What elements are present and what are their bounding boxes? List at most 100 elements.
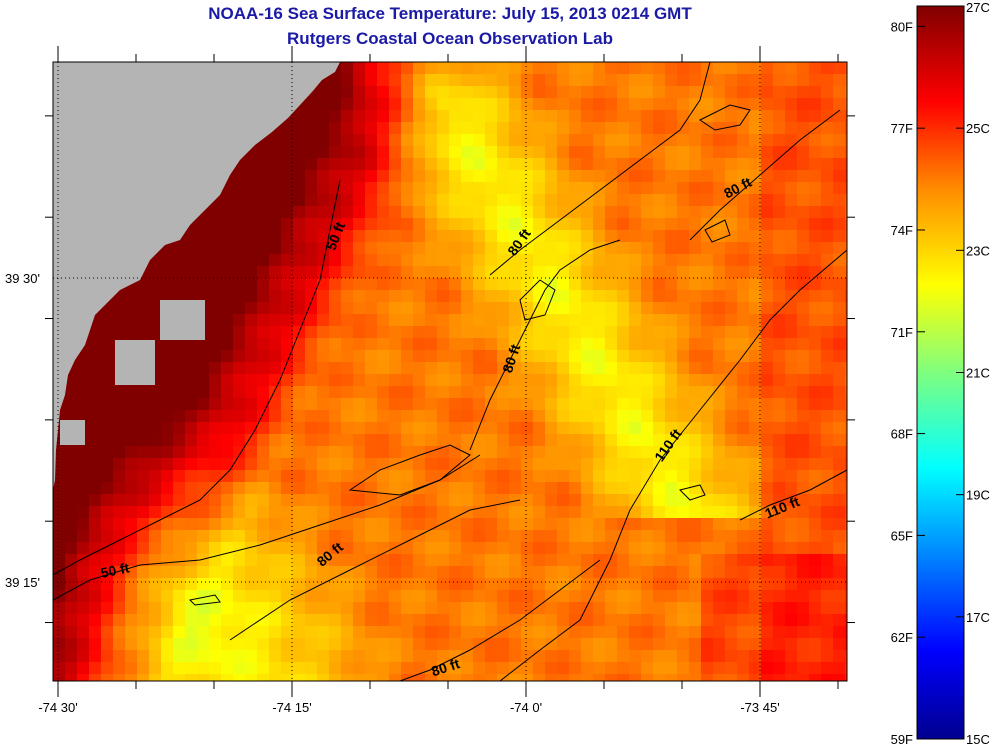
sst-cell <box>293 638 306 651</box>
sst-cell <box>737 254 750 267</box>
sst-cell <box>785 434 798 447</box>
sst-cell <box>65 518 78 531</box>
sst-cell <box>353 398 366 411</box>
sst-cell <box>581 638 594 651</box>
sst-cell <box>473 626 486 639</box>
sst-cell <box>785 254 798 267</box>
sst-cell <box>749 134 762 147</box>
sst-cell <box>473 206 486 219</box>
sst-cell <box>605 578 618 591</box>
sst-cell <box>545 410 558 423</box>
sst-cell <box>293 494 306 507</box>
sst-cell <box>413 566 426 579</box>
sst-cell <box>209 674 222 681</box>
sst-cell <box>473 146 486 159</box>
sst-cell <box>185 278 198 291</box>
sst-cell <box>365 146 378 159</box>
sst-cell <box>533 398 546 411</box>
sst-cell <box>773 398 786 411</box>
sst-cell <box>113 506 126 519</box>
sst-cell <box>629 458 642 471</box>
sst-cell <box>137 542 150 555</box>
sst-cell <box>269 350 282 363</box>
sst-cell <box>449 74 462 87</box>
sst-cell <box>413 134 426 147</box>
colorbar-c-label: 27C <box>966 0 990 15</box>
sst-cell <box>509 350 522 363</box>
sst-cell <box>353 338 366 351</box>
sst-cell <box>533 542 546 555</box>
sst-cell <box>569 662 582 675</box>
sst-cell <box>65 470 78 483</box>
sst-cell <box>449 134 462 147</box>
sst-cell <box>449 434 462 447</box>
sst-cell <box>677 230 690 243</box>
sst-cell <box>509 614 522 627</box>
sst-cell <box>173 458 186 471</box>
sst-cell <box>509 134 522 147</box>
sst-cell <box>425 338 438 351</box>
sst-cell <box>821 146 834 159</box>
sst-cell <box>845 626 847 639</box>
sst-cell <box>557 446 570 459</box>
sst-cell <box>497 434 510 447</box>
sst-cell <box>173 638 186 651</box>
sst-cell <box>821 554 834 567</box>
sst-cell <box>449 362 462 375</box>
sst-cell <box>293 578 306 591</box>
sst-cell <box>617 674 630 681</box>
sst-cell <box>809 614 822 627</box>
colorbar-c-label: 15C <box>966 732 990 747</box>
sst-cell <box>485 410 498 423</box>
sst-cell <box>641 266 654 279</box>
sst-cell <box>497 122 510 135</box>
sst-cell <box>605 482 618 495</box>
sst-cell <box>533 98 546 111</box>
sst-cell <box>53 650 66 663</box>
sst-cell <box>533 386 546 399</box>
sst-cell <box>713 626 726 639</box>
sst-cell <box>569 542 582 555</box>
sst-cell <box>749 86 762 99</box>
sst-cell <box>293 374 306 387</box>
sst-cell <box>809 518 822 531</box>
sst-cell <box>461 626 474 639</box>
sst-cell <box>329 422 342 435</box>
lon-tick-label: -74 30' <box>38 700 77 715</box>
sst-cell <box>485 86 498 99</box>
sst-cell <box>437 410 450 423</box>
sst-cell <box>665 338 678 351</box>
sst-cell <box>617 170 630 183</box>
sst-cell <box>725 122 738 135</box>
sst-cell <box>533 182 546 195</box>
sst-cell <box>293 254 306 267</box>
sst-cell <box>665 566 678 579</box>
sst-cell <box>389 638 402 651</box>
sst-cell <box>389 230 402 243</box>
sst-cell <box>593 158 606 171</box>
sst-cell <box>353 470 366 483</box>
sst-cell <box>605 434 618 447</box>
frame-ticks <box>45 46 855 697</box>
sst-cell <box>737 278 750 291</box>
sst-cell <box>305 230 318 243</box>
sst-cell <box>749 266 762 279</box>
sst-cell <box>329 470 342 483</box>
sst-cell <box>845 458 847 471</box>
sst-cell <box>497 674 510 681</box>
sst-cell <box>269 410 282 423</box>
sst-cell <box>401 422 414 435</box>
sst-cell <box>569 626 582 639</box>
sst-cell <box>773 206 786 219</box>
sst-cell <box>497 506 510 519</box>
sst-cell <box>665 146 678 159</box>
sst-cell <box>761 170 774 183</box>
sst-cell <box>725 578 738 591</box>
sst-cell <box>113 458 126 471</box>
sst-cell <box>425 98 438 111</box>
sst-cell <box>797 638 810 651</box>
sst-cell <box>605 374 618 387</box>
sst-cell <box>305 110 318 123</box>
sst-cell <box>629 482 642 495</box>
sst-cell <box>725 338 738 351</box>
